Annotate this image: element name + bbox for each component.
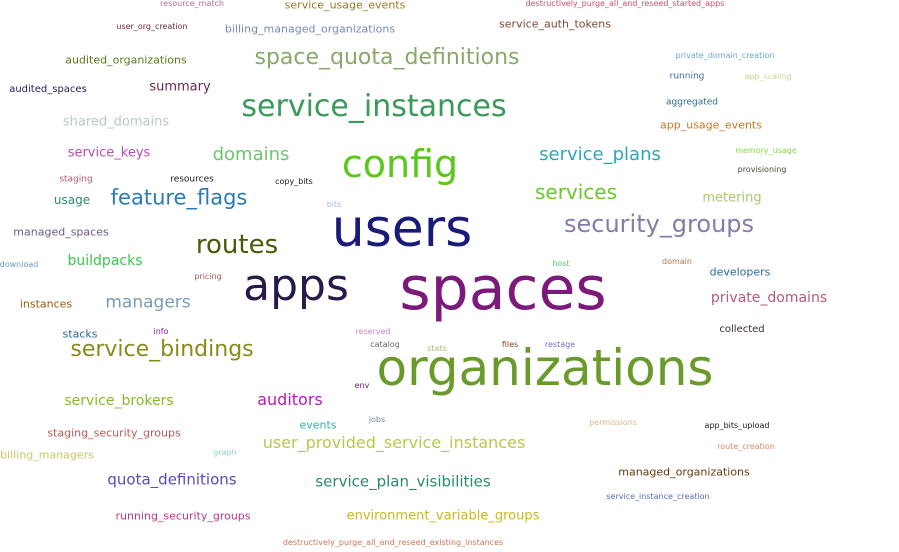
word-bits: bits	[326, 200, 342, 209]
word-resources: resources	[170, 174, 214, 185]
word-app-bits-upload: app_bits_upload	[704, 421, 770, 430]
word-running-security-groups: running_security_groups	[115, 509, 251, 523]
word-summary: summary	[149, 79, 211, 95]
word-service-auth-tokens: service_auth_tokens	[499, 17, 611, 31]
word-resource-match: resource_match	[160, 0, 224, 8]
word-destructively-purge-all-and-reseed-existing-instances: destructively_purge_all_and_reseed_exist…	[282, 538, 504, 547]
word-permissions: permissions	[589, 418, 637, 427]
word-routes: routes	[195, 230, 279, 260]
word-usage: usage	[53, 193, 91, 207]
word-destructively-purge-all-and-reseed-started-apps: destructively_purge_all_and_reseed_start…	[525, 0, 725, 8]
word-route-creation: route_creation	[717, 442, 775, 451]
word-running: running	[669, 71, 705, 82]
word-staging: staging	[59, 174, 93, 185]
word-environment-variable-groups: environment_variable_groups	[346, 508, 540, 524]
word-audited-spaces: audited_spaces	[9, 84, 87, 95]
word-managers: managers	[105, 292, 191, 313]
word-service-instances: service_instances	[241, 89, 507, 124]
word-app-usage-events: app_usage_events	[660, 118, 762, 132]
word-restage: restage	[544, 340, 576, 349]
word-instances: instances	[19, 297, 73, 311]
word-quota-definitions: quota_definitions	[107, 470, 237, 489]
word-memory-usage: memory_usage	[735, 146, 797, 155]
word-catalog: catalog	[370, 340, 400, 349]
word-feature-flags: feature_flags	[110, 185, 248, 210]
word-service-usage-events: service_usage_events	[284, 0, 406, 12]
word-service-plans: service_plans	[539, 144, 661, 165]
word-service-brokers: service_brokers	[64, 393, 174, 409]
word-graph: graph	[213, 448, 237, 457]
word-user-provided-service-instances: user_provided_service_instances	[262, 433, 526, 452]
word-private-domain-creation: private_domain_creation	[675, 51, 775, 60]
word-audited-organizations: audited_organizations	[65, 53, 187, 67]
word-metering: metering	[702, 190, 762, 206]
word-billing-managers: billing_managers	[0, 448, 94, 462]
word-app-scaling: app_scaling	[744, 72, 792, 81]
word-developers: developers	[709, 265, 771, 279]
word-config: config	[341, 142, 459, 186]
word-users: users	[331, 199, 473, 259]
word-download: download	[0, 260, 39, 269]
word-service-instance-creation: service_instance_creation	[606, 492, 710, 501]
word-service-bindings: service_bindings	[70, 337, 254, 362]
word-auditors: auditors	[257, 390, 323, 409]
word-security-groups: security_groups	[563, 210, 755, 238]
word-host: host	[552, 259, 570, 268]
word-files: files	[501, 340, 519, 349]
word-space-quota-definitions: space_quota_definitions	[254, 45, 520, 70]
word-reserved: reserved	[355, 327, 391, 336]
word-pricing: pricing	[194, 272, 222, 281]
word-aggregated: aggregated	[666, 97, 718, 108]
word-user-org-creation: user_org_creation	[116, 22, 188, 31]
word-services: services	[534, 180, 618, 204]
word-service-plan-visibilities: service_plan_visibilities	[315, 472, 491, 491]
word-private-domains: private_domains	[710, 290, 828, 306]
word-service-keys: service_keys	[67, 145, 151, 161]
word-info: info	[153, 327, 169, 336]
word-stacks: stacks	[62, 327, 98, 341]
word-buildpacks: buildpacks	[67, 253, 143, 269]
word-managed-organizations: managed_organizations	[618, 465, 750, 479]
word-collected: collected	[719, 324, 765, 335]
word-shared-domains: shared_domains	[62, 114, 170, 130]
word-billing-managed-organizations: billing_managed_organizations	[224, 22, 396, 36]
word-apps: apps	[243, 260, 349, 311]
word-provisioning: provisioning	[737, 165, 787, 174]
word-env: env	[354, 381, 370, 390]
word-domains: domains	[212, 144, 290, 165]
word-events: events	[299, 418, 337, 432]
word-staging-security-groups: staging_security_groups	[47, 426, 181, 440]
word-spaces: spaces	[399, 254, 607, 324]
word-jobs: jobs	[368, 415, 386, 424]
word-domain: domain	[662, 257, 692, 266]
word-organizations: organizations	[376, 339, 714, 397]
word-stats: stats	[427, 344, 447, 353]
word-managed-spaces: managed_spaces	[13, 225, 109, 239]
word-copy-bits: copy_bits	[275, 177, 313, 186]
